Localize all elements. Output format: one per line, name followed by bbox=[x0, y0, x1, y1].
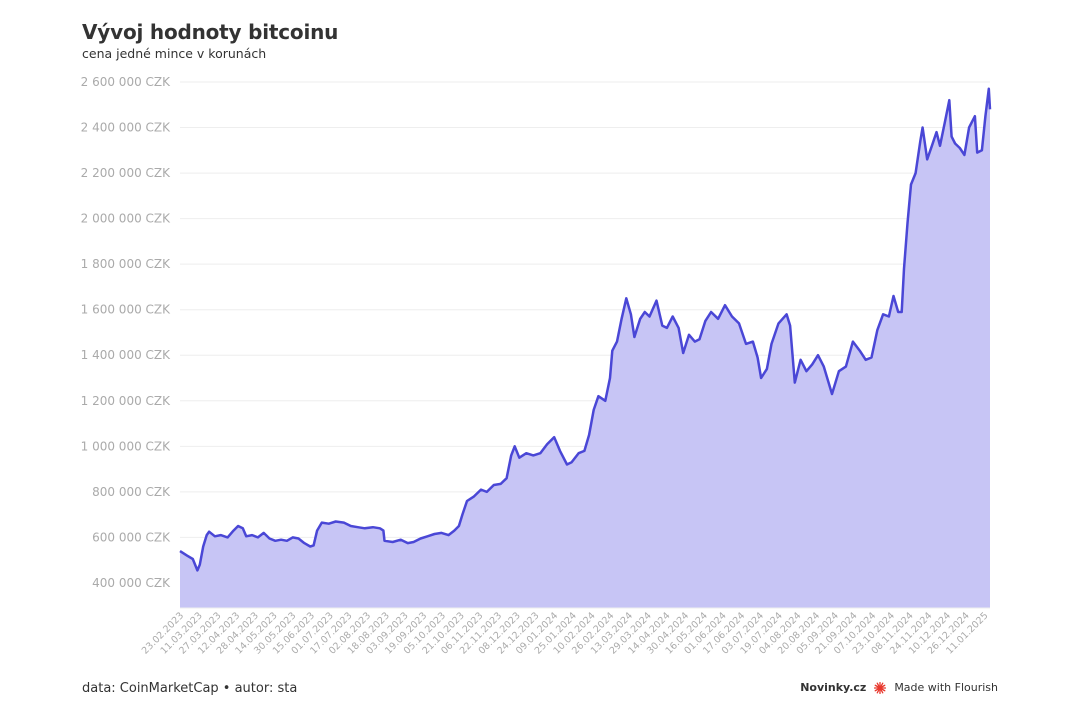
y-tick-label: 2 000 000 CZK bbox=[81, 212, 171, 226]
source-credit: data: CoinMarketCap • autor: sta bbox=[82, 681, 298, 696]
y-tick-label: 1 400 000 CZK bbox=[81, 348, 171, 362]
novinky-logo[interactable]: Novinky.cz bbox=[800, 681, 867, 694]
made-with-flourish-link[interactable]: Made with Flourish bbox=[894, 681, 998, 694]
price-line bbox=[179, 87, 992, 572]
y-tick-label: 1 600 000 CZK bbox=[81, 303, 171, 317]
x-axis: 23.02.202311.03.202327.03.202312.04.2023… bbox=[140, 610, 991, 656]
y-tick-label: 1 800 000 CZK bbox=[81, 257, 171, 271]
y-tick-label: 2 200 000 CZK bbox=[81, 166, 171, 180]
flourish-icon bbox=[874, 681, 887, 694]
y-tick-label: 2 600 000 CZK bbox=[81, 75, 171, 89]
chart-subtitle: cena jedné mince v korunách bbox=[82, 46, 267, 61]
y-tick-label: 1 200 000 CZK bbox=[81, 394, 171, 408]
brand-area: Novinky.cz Made with Flourish bbox=[800, 681, 998, 694]
y-tick-label: 1 000 000 CZK bbox=[81, 439, 171, 453]
y-tick-label: 600 000 CZK bbox=[92, 530, 171, 544]
y-axis: 400 000 CZK 600 000 CZK 800 000 CZK 1 000 0… bbox=[81, 75, 171, 590]
price-area bbox=[180, 88, 990, 609]
y-tick-label: 2 400 000 CZK bbox=[81, 121, 171, 135]
y-tick-label: 400 000 CZK bbox=[92, 576, 171, 590]
y-tick-label: 800 000 CZK bbox=[92, 485, 171, 499]
chart-title: Vývoj hodnoty bitcoinu bbox=[82, 20, 339, 44]
